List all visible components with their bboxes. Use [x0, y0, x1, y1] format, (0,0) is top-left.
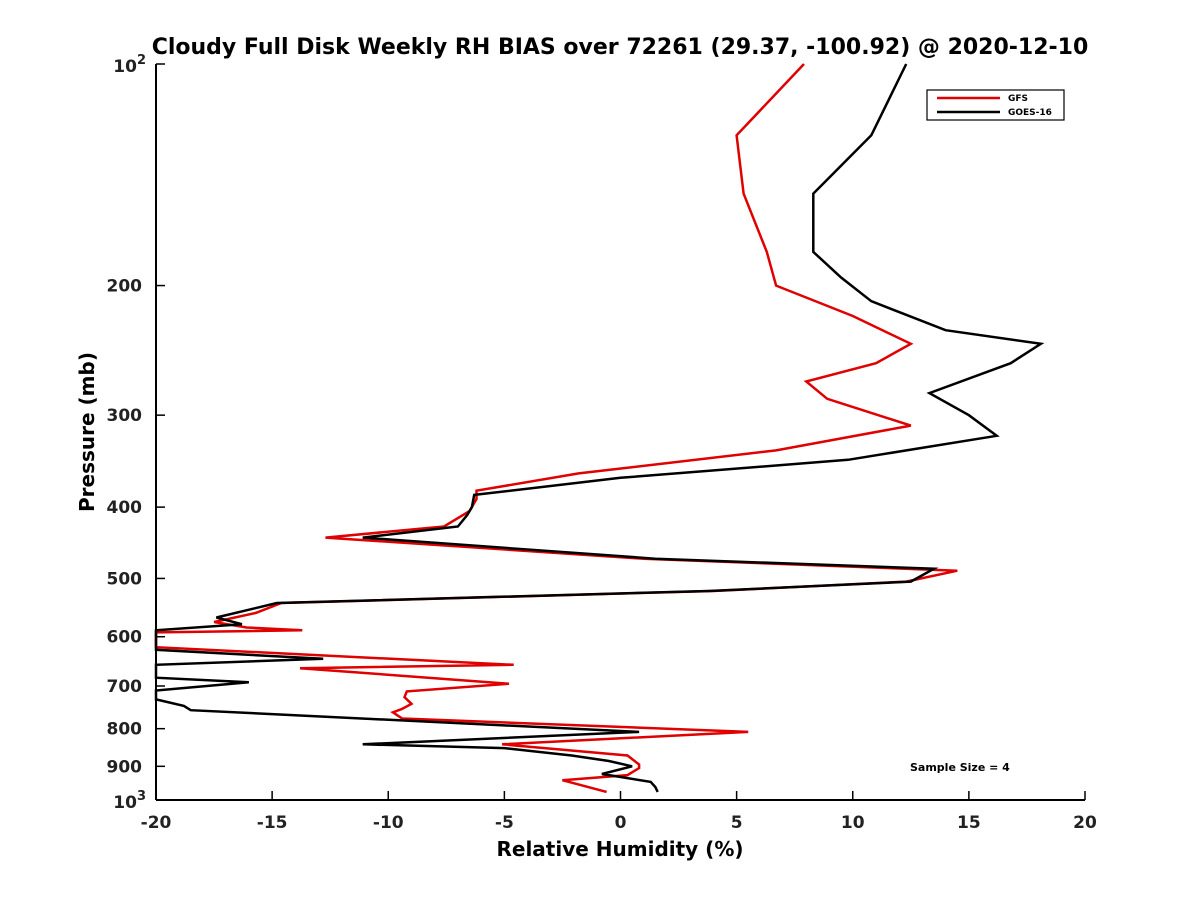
y-tick-label: 700: [107, 677, 143, 697]
chart-title: Cloudy Full Disk Weekly RH BIAS over 722…: [152, 35, 1089, 60]
x-axis-ticks: -20 -15 -10 -5 0 5 10 15 20: [141, 791, 1097, 833]
y-tick-label: 800: [107, 720, 143, 740]
legend-box: [926, 89, 1065, 121]
x-tick-label: 10: [841, 813, 865, 833]
series-line-gfs: [154, 63, 958, 794]
legend: GFS GOES-16: [926, 89, 1065, 121]
y-tick-label: 900: [107, 757, 143, 777]
x-tick-label: -5: [495, 813, 514, 833]
x-axis-label: Relative Humidity (%): [496, 837, 743, 861]
y-tick-label: 103: [113, 789, 146, 813]
x-tick-label: -20: [141, 813, 172, 833]
x-tick-label: -10: [373, 813, 404, 833]
plot-area: -20 -15 -10 -5 0 5 10 15 20 200 300 400 500 600 700 80…: [107, 53, 1097, 833]
y-tick-label: 200: [107, 277, 143, 297]
legend-label-gfs: GFS: [1008, 94, 1028, 104]
series-line-goes16: [154, 63, 1045, 793]
legend-label-goes16: GOES-16: [1008, 108, 1052, 118]
y-tick-label: 400: [107, 498, 143, 518]
x-tick-label: 20: [1073, 813, 1097, 833]
x-tick-label: 15: [957, 813, 981, 833]
x-tick-label: -15: [257, 813, 288, 833]
y-tick-label: 300: [107, 406, 143, 426]
x-tick-label: 0: [615, 813, 627, 833]
series-layer: [154, 63, 1045, 794]
y-tick-label: 102: [113, 53, 146, 77]
y-axis-ticks: 200 300 400 500 600 700 800 900 102 103: [107, 53, 165, 813]
y-tick-label: 500: [107, 569, 143, 589]
sample-size-annotation: Sample Size = 4: [910, 761, 1010, 774]
y-tick-label: 600: [107, 628, 143, 648]
x-tick-label: 5: [731, 813, 743, 833]
y-axis-label: Pressure (mb): [75, 352, 99, 512]
